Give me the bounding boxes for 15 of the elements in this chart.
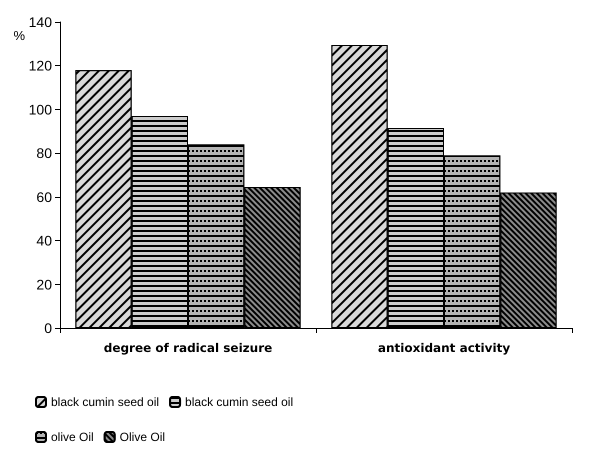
y-tick-label: 120 bbox=[28, 58, 52, 74]
y-axis-title: % bbox=[13, 28, 26, 43]
legend-label: black cumin seed oil bbox=[51, 395, 160, 409]
y-tick-label: 100 bbox=[28, 101, 52, 118]
legend-label: Olive Oil bbox=[120, 430, 166, 444]
y-tick-label: 140 bbox=[28, 14, 52, 30]
y-tick-label: 80 bbox=[36, 145, 52, 162]
y-tick-label: 60 bbox=[36, 188, 52, 205]
legend-label: olive Oil bbox=[51, 430, 94, 444]
legend-label: black cumin seed oil bbox=[185, 395, 294, 409]
x-tick-label: degree of radical seizure bbox=[104, 341, 272, 355]
y-tick-label: 40 bbox=[36, 232, 52, 249]
y-tick-label: 20 bbox=[36, 276, 52, 292]
x-tick-label: antioxidant activity bbox=[378, 341, 510, 355]
y-tick-label: 0 bbox=[44, 320, 52, 336]
